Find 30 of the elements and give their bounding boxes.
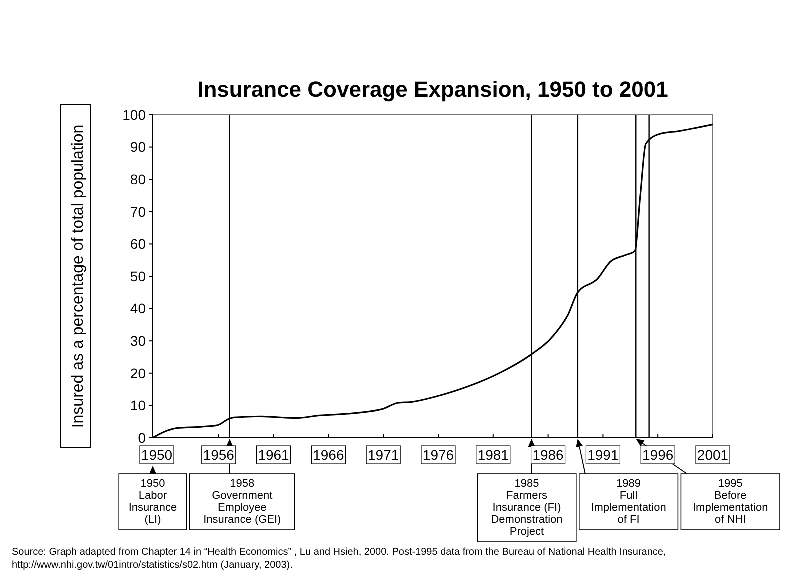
- y-axis-title: Insured as a percentage of total population: [70, 124, 87, 428]
- source-note: Source: Graph adapted from Chapter 14 in “Health Economics” , Lu and Hsieh, 2000. Post-1995 data from the Bureau of National Health Insurance, http://www.nhi.gov.tw/01intro/statistics/s02.htm (January, 2003).: [12, 546, 668, 572]
- chart-title: Insurance Coverage Expansion, 1950 to 2001: [198, 77, 668, 102]
- x-tick-label: 1950: [141, 447, 173, 463]
- y-tick-label: 60: [130, 236, 146, 252]
- y-tick-label: 50: [130, 268, 146, 284]
- y-tick-label: 90: [130, 139, 146, 156]
- x-tick-label: 2001: [697, 447, 729, 463]
- x-tick-label: 1986: [532, 447, 564, 463]
- y-tick-label: 10: [130, 398, 146, 414]
- ref-line-label: 1989 Full Implementation of FI: [591, 478, 666, 526]
- x-tick-label: 1976: [422, 447, 454, 463]
- y-tick-label: 20: [130, 365, 146, 382]
- ref-line-label: 1995 Before Implementation of NHI: [692, 478, 768, 526]
- y-tick-label: 70: [130, 204, 146, 220]
- x-tick-label: 1991: [588, 447, 619, 463]
- x-tick-label: 1961: [258, 447, 290, 463]
- x-tick-label: 1971: [368, 447, 400, 463]
- ref-line-label: 1985 Farmers Insurance (FI) Demonstration Project: [491, 478, 563, 538]
- x-tick-label: 1956: [203, 447, 235, 463]
- text: 1950 Labor Insurance (LI): [128, 478, 178, 526]
- y-tick-label: 40: [130, 300, 146, 317]
- y-tick-label: 100: [122, 106, 146, 123]
- ref-line-label: 1958 Government Employee Insurance (GEI): [204, 478, 282, 526]
- y-tick-label: 0: [138, 430, 146, 446]
- y-tick-label: 30: [130, 333, 146, 349]
- x-tick-label: 1996: [642, 447, 674, 463]
- y-tick-label: 80: [130, 172, 146, 188]
- x-tick-label: 1966: [313, 447, 344, 463]
- x-tick-label: 1981: [478, 447, 510, 463]
